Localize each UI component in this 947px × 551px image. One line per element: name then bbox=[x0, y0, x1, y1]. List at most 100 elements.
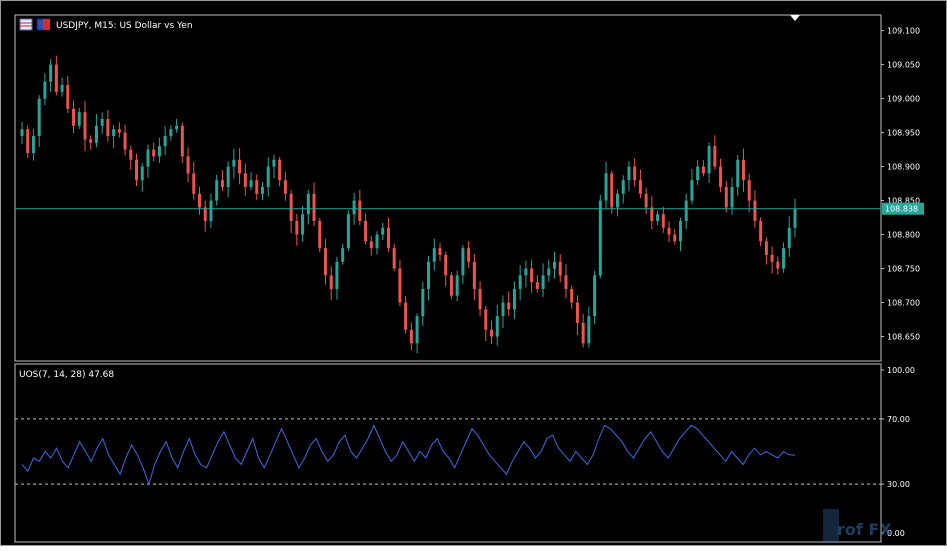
candle-body bbox=[467, 248, 471, 262]
candle-body bbox=[524, 268, 528, 276]
candle-body bbox=[346, 214, 350, 249]
candle-body bbox=[724, 186, 728, 208]
indicator-title: UOS(7, 14, 28) 47.68 bbox=[19, 370, 114, 380]
candle-body bbox=[289, 193, 293, 221]
candle-body bbox=[198, 193, 202, 208]
candle-body bbox=[278, 159, 282, 181]
candle-body bbox=[444, 254, 448, 276]
candle-body bbox=[398, 268, 402, 303]
flag-icon[interactable] bbox=[36, 18, 51, 31]
candle-body bbox=[404, 302, 408, 330]
candle-body bbox=[570, 288, 574, 303]
price-panel[interactable] bbox=[14, 14, 882, 362]
candle-body bbox=[770, 254, 774, 262]
candle-body bbox=[301, 214, 305, 235]
candle-body bbox=[598, 200, 602, 276]
candle-body bbox=[140, 166, 144, 181]
candle-body bbox=[220, 180, 224, 187]
candle-body bbox=[575, 302, 579, 323]
candle-body bbox=[49, 64, 53, 82]
candle-body bbox=[94, 125, 98, 143]
candle-body bbox=[421, 288, 425, 317]
candle-body bbox=[730, 186, 734, 208]
candle-body bbox=[123, 132, 127, 150]
candle-body bbox=[541, 275, 545, 289]
price-tick-label: 109.100 bbox=[887, 27, 920, 36]
candle-body bbox=[169, 129, 173, 136]
price-tick-label: 108.950 bbox=[887, 129, 920, 138]
shift-marker-icon[interactable] bbox=[790, 15, 800, 21]
candle-body bbox=[335, 261, 339, 289]
candle-body bbox=[707, 146, 711, 174]
uos-line bbox=[21, 424, 796, 486]
candle-body bbox=[386, 227, 390, 249]
candle-body bbox=[661, 214, 665, 228]
price-tick-label: 108.700 bbox=[887, 299, 920, 308]
candle-body bbox=[558, 261, 562, 276]
candle-body bbox=[272, 159, 276, 167]
candle-body bbox=[581, 322, 585, 344]
candle-body bbox=[135, 159, 139, 181]
candles-group bbox=[20, 55, 797, 354]
candle-body bbox=[77, 112, 81, 126]
chart-title: USDJPY, M15: US Dollar vs Yen bbox=[56, 21, 193, 31]
watermark-logo: rof FX bbox=[823, 509, 892, 543]
candle-body bbox=[753, 200, 757, 221]
candle-body bbox=[409, 329, 413, 344]
candle-body bbox=[106, 119, 110, 136]
candle-body bbox=[295, 220, 299, 235]
current-price-label: 108.838 bbox=[885, 205, 918, 214]
candle-body bbox=[638, 180, 642, 194]
candle-body bbox=[323, 248, 327, 276]
indicator-tick-label: 70.00 bbox=[887, 415, 910, 424]
candle-body bbox=[157, 146, 161, 157]
candle-body bbox=[490, 329, 494, 337]
candle-body bbox=[764, 241, 768, 255]
candle-body bbox=[341, 248, 345, 262]
candle-body bbox=[696, 166, 700, 181]
candle-body bbox=[129, 149, 133, 160]
price-tick-label: 108.900 bbox=[887, 163, 920, 172]
candle-body bbox=[192, 173, 196, 194]
candle-body bbox=[787, 227, 791, 249]
candle-body bbox=[678, 220, 682, 242]
candle-body bbox=[593, 275, 597, 317]
candle-body bbox=[117, 129, 121, 133]
current-price-badge bbox=[882, 202, 924, 215]
candle-body bbox=[650, 207, 654, 221]
candle-body bbox=[759, 220, 763, 242]
candle-body bbox=[232, 159, 236, 167]
candle-body bbox=[610, 173, 614, 208]
candle-body bbox=[615, 193, 619, 208]
candle-body bbox=[741, 159, 745, 181]
indicator-tick-label: 0.00 bbox=[887, 529, 905, 538]
candle-body bbox=[621, 180, 625, 194]
candle-body bbox=[364, 220, 368, 242]
candle-body bbox=[255, 180, 259, 194]
candle-body bbox=[415, 316, 419, 344]
candle-body bbox=[501, 302, 505, 317]
candle-body bbox=[100, 119, 104, 126]
candle-body bbox=[701, 166, 705, 174]
candle-body bbox=[392, 248, 396, 269]
price-tick-label: 108.750 bbox=[887, 265, 920, 274]
candle-body bbox=[243, 173, 247, 187]
candle-body bbox=[238, 159, 242, 174]
candle-body bbox=[684, 200, 688, 221]
candle-body bbox=[438, 248, 442, 255]
price-tick-label: 108.800 bbox=[887, 231, 920, 240]
candle-body bbox=[186, 156, 190, 174]
candle-body bbox=[26, 129, 30, 153]
candle-body bbox=[215, 180, 219, 201]
price-tick-label: 109.000 bbox=[887, 95, 920, 104]
candle-body bbox=[175, 125, 179, 130]
candle-body bbox=[461, 248, 465, 276]
candle-body bbox=[633, 166, 637, 181]
candle-body bbox=[484, 309, 488, 330]
candle-body bbox=[31, 135, 35, 153]
candle-body bbox=[146, 149, 150, 167]
candle-body bbox=[60, 85, 64, 92]
candle-body bbox=[547, 268, 551, 276]
symbol-icon[interactable] bbox=[19, 18, 33, 31]
